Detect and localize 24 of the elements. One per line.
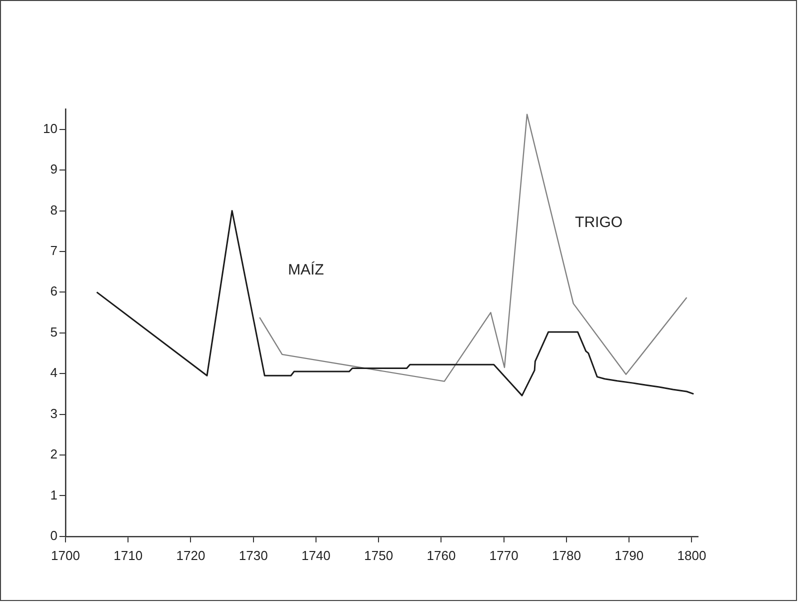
x-tick-label: 1780 [552, 548, 581, 563]
y-tick-label: 6 [50, 284, 58, 299]
x-tick-label: 1770 [489, 548, 518, 563]
x-tick-label: 1700 [51, 548, 80, 563]
x-tick-label: 1750 [364, 548, 394, 563]
series-label: TRIGO [575, 214, 623, 231]
y-tick-label: 0 [50, 528, 58, 543]
y-tick-label: 8 [50, 202, 58, 218]
x-tick-label: 1730 [238, 548, 268, 563]
y-tick-label: 7 [50, 243, 58, 258]
y-tick-label: 5 [50, 324, 58, 340]
text: MAÍZ [288, 260, 324, 278]
y-tick-label: 2 [50, 446, 58, 462]
y-tick-label: 1 [50, 487, 58, 502]
y-tick-label: 3 [50, 406, 58, 421]
y-tick-label: 9 [50, 162, 58, 177]
x-tick-label: 1790 [614, 548, 644, 563]
y-tick-label: 4 [50, 365, 58, 380]
x-tick-label: 1740 [302, 548, 330, 563]
x-tick-label: 1800 [677, 548, 706, 563]
x-tick-label: 1710 [114, 548, 143, 563]
x-tick-label: 1720 [176, 548, 206, 563]
x-tick-label: 1760 [426, 548, 456, 563]
y-tick-label: 10 [42, 120, 58, 136]
